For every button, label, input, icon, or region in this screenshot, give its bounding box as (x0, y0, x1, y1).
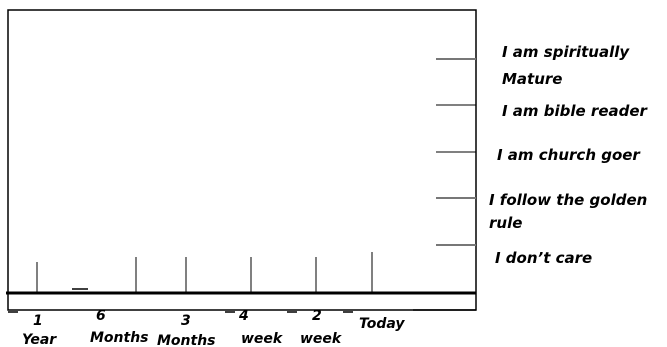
time-label-4-week-unit: week (241, 331, 284, 347)
level-label-4-line-1: I follow the golden (489, 191, 647, 209)
diagram-frame (7, 9, 477, 311)
time-label-3-months-unit: Months (157, 333, 216, 347)
time-label-1-year-num: 1 (33, 313, 43, 329)
level-label-3: I am church goer (497, 146, 641, 164)
time-label-3-months-num: 3 (181, 313, 191, 329)
time-label-2-week-unit: week (300, 331, 343, 347)
time-label-2-week-num: 2 (312, 308, 322, 324)
time-label-6-months-unit: Months (90, 330, 149, 346)
time-label-today: Today (359, 316, 405, 332)
time-label-4-week-num: 4 (238, 308, 249, 324)
level-label-1-line-1: I am spiritually (502, 43, 630, 61)
time-label-1-year-unit: Year (22, 332, 57, 347)
level-label-4-line-2: rule (489, 214, 522, 232)
level-label-2: I am bible reader (502, 102, 649, 120)
level-label-5: I don’t care (495, 249, 592, 267)
level-label-1-line-2: Mature (502, 70, 562, 88)
time-label-6-months-num: 6 (96, 308, 106, 324)
